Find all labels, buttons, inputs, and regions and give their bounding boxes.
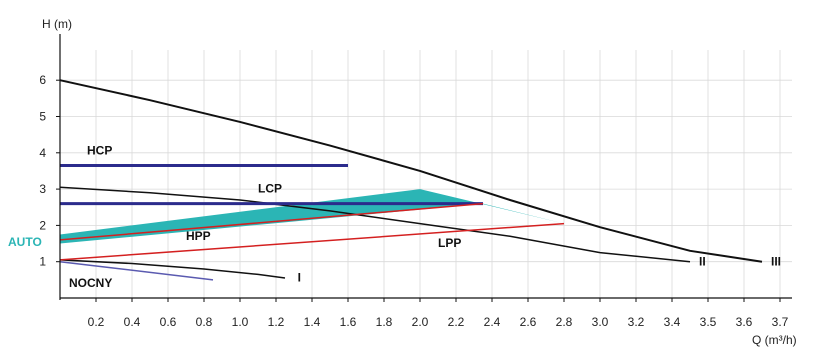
series-line-lpp [59,222,565,261]
annotation-ii: II [699,254,706,268]
x-axis-title: Q (m³/h) [752,333,797,347]
annotation-lpp: LPP [438,236,461,250]
series-line-iii [59,79,763,263]
series-lines [59,79,763,281]
x-tick-label: 3.4 [664,315,681,329]
grid [60,50,792,298]
x-tick-label: 0.2 [88,315,105,329]
annotation-lcp: LCP [258,182,282,196]
series-line-ii [59,186,691,263]
y-tick-label: 6 [39,73,46,87]
series-line-i [59,259,286,279]
x-tick-label: 1.2 [268,315,285,329]
x-tick-label: 0.6 [160,315,177,329]
y-axis-title: H (m) [42,17,72,31]
x-tick-label: 2.8 [556,315,573,329]
annotation-nocny: NOCNY [69,276,112,290]
y-tick-label: 2 [39,218,46,232]
x-tick-label: 1.4 [304,315,321,329]
x-tick-label: 1.0 [232,315,249,329]
x-tick-label: 3.6 [736,315,753,329]
y-tick-label: 1 [39,255,46,269]
annotation-hcp: HCP [87,144,112,158]
x-tick-label: 2.6 [520,315,537,329]
axes [59,34,792,300]
y-tick-label: 4 [39,146,46,160]
x-tick-label: 3.5 [700,315,717,329]
x-tick-label: 3.0 [592,315,609,329]
series-line-hpp [59,202,484,241]
x-tick-label: 3.7 [772,315,789,329]
x-tick-label: 1.6 [340,315,357,329]
x-tick-label: 0.4 [124,315,141,329]
x-tick-label: 0.8 [196,315,213,329]
annotation-i: I [298,271,301,285]
x-tick-label: 3.2 [628,315,645,329]
y-tick-label: 5 [39,110,46,124]
x-tick-label: 2.2 [448,315,465,329]
x-tick-label: 2.0 [412,315,429,329]
annotation-hpp: HPP [186,229,211,243]
auto-label: AUTO [8,235,42,249]
annotation-iii: III [771,254,781,268]
x-tick-label: 1.8 [376,315,393,329]
series-line-nocny [59,260,214,281]
x-tick-label: 2.4 [484,315,501,329]
ticks: 0.2 0.4 0.6 0.8 1.0 1.2 1.4 1.6 1.8 2.0 2.2 2.4 2.6 2… [39,73,788,329]
y-tick-label: 3 [39,182,46,196]
